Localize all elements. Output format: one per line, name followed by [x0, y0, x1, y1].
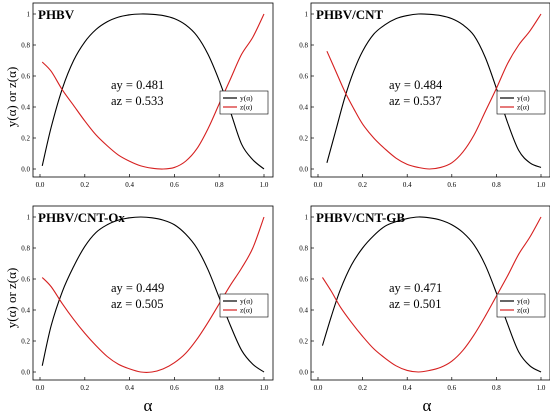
y-tick-label: 1 [305, 10, 309, 18]
legend-label: z(α) [517, 306, 530, 315]
legend-box [496, 293, 546, 318]
panel-title: PHBV/CNT [316, 7, 384, 22]
panel-title: PHBV [38, 7, 75, 22]
y-tick-label: 0.2 [21, 337, 30, 345]
legend-label: y(α) [240, 94, 253, 103]
x-axis-label-left: α [144, 396, 153, 414]
x-tick-label: 0.8 [492, 384, 501, 392]
annotation-ay: ay = 0.449 [111, 281, 164, 295]
y-tick-label: 0.6 [21, 275, 30, 283]
y-tick-label: 0.8 [21, 244, 30, 252]
x-axis-label-right: α [423, 396, 432, 414]
chart-panel-1: 0.0 0.2 0.4 0.6 0.8 1 0.0 0.2 0.4 0.6 0.8 1.0 PHBV ay… [21, 2, 274, 189]
x-tick-label: 0.6 [447, 384, 456, 392]
x-tick-label: 0.0 [36, 181, 45, 189]
x-tick-label: 0.4 [403, 181, 412, 189]
legend-box [219, 90, 269, 115]
legend-label: y(α) [517, 94, 530, 103]
x-tick-label: 0.4 [125, 384, 134, 392]
y-tick-label: 0.6 [299, 72, 308, 80]
y-tick-label: 1 [305, 213, 309, 221]
x-tick-label: 0.6 [170, 384, 179, 392]
y-tick-label: 0.8 [299, 244, 308, 252]
x-tick-label: 0.6 [170, 181, 179, 189]
legend: y(α)z(α) [219, 293, 269, 318]
chart-panels: 0.0 0.2 0.4 0.6 0.8 1 0.0 0.2 0.4 0.6 0.8 1.0 PHBV ay… [21, 2, 550, 392]
x-tick-label: 1.0 [537, 181, 546, 189]
y-axis-label-bottom: y(α) or z(α) [4, 268, 19, 329]
x-tick-label: 0.4 [403, 384, 412, 392]
y-tick-label: 0.4 [21, 306, 30, 314]
panel-title: PHBV/CNT-Ox [38, 210, 125, 225]
x-tick-label: 0.0 [36, 384, 45, 392]
x-tick-label: 0.0 [314, 384, 323, 392]
x-tick-label: 0.2 [80, 181, 89, 189]
annotation-az: az = 0.537 [389, 94, 442, 108]
y-tick-label: 0.2 [299, 337, 308, 345]
annotation-az: az = 0.505 [111, 297, 164, 311]
annotation-ay: ay = 0.484 [389, 78, 443, 92]
plot-frame [310, 205, 550, 381]
x-tick-label: 0.8 [215, 384, 224, 392]
y-tick-label: 1 [27, 213, 31, 221]
x-tick-label: 0.2 [358, 181, 367, 189]
y-tick-label: 0.0 [299, 368, 308, 376]
y-tick-label: 0.8 [299, 41, 308, 49]
legend: y(α)z(α) [219, 90, 269, 115]
x-tick-label: 0.2 [358, 384, 367, 392]
x-tick-label: 1.0 [260, 384, 269, 392]
x-tick-label: 0.6 [447, 181, 456, 189]
x-tick-label: 1.0 [260, 181, 269, 189]
legend-box [496, 90, 546, 115]
legend: y(α)z(α) [496, 293, 546, 318]
series-line-z [41, 216, 265, 373]
plot-frame [32, 205, 274, 381]
chart-panel-4: 0.0 0.2 0.4 0.6 0.8 1 0.0 0.2 0.4 0.6 0.8 1.0 PHBV/C… [299, 205, 550, 392]
panel-title: PHBV/CNT-GB [316, 210, 405, 225]
annotation-ay: ay = 0.471 [389, 281, 442, 295]
x-tick-label: 0.0 [314, 181, 323, 189]
chart-panel-3: 0.0 0.2 0.4 0.6 0.8 1 0.0 0.2 0.4 0.6 0.8 1.0 PHBV/C… [21, 205, 274, 392]
series-line-z [326, 13, 542, 170]
y-tick-label: 0.6 [299, 275, 308, 283]
y-tick-label: 0.6 [21, 72, 30, 80]
y-axis-label-top: y(α) or z(α) [4, 67, 19, 128]
y-tick-label: 0.2 [21, 134, 30, 142]
legend-label: y(α) [240, 297, 253, 306]
x-tick-label: 0.8 [492, 181, 501, 189]
legend-box [219, 293, 269, 318]
y-tick-label: 0.4 [21, 103, 30, 111]
legend-label: z(α) [517, 103, 530, 112]
series-line-y [41, 216, 265, 373]
y-tick-label: 0.2 [299, 134, 308, 142]
legend-label: z(α) [240, 306, 253, 315]
y-tick-label: 0.8 [21, 41, 30, 49]
series-line-z [41, 13, 265, 170]
y-tick-label: 0.0 [299, 165, 308, 173]
annotation-az: az = 0.501 [389, 297, 442, 311]
plot-frame [32, 2, 274, 178]
legend-label: z(α) [240, 103, 253, 112]
x-tick-label: 1.0 [537, 384, 546, 392]
x-tick-label: 0.8 [215, 181, 224, 189]
y-tick-label: 0.4 [299, 103, 308, 111]
chart-panel-2: 0.0 0.2 0.4 0.6 0.8 1 0.0 0.2 0.4 0.6 0.8 1.0 PHBV/C… [299, 2, 550, 189]
plot-frame [310, 2, 550, 178]
legend: y(α)z(α) [496, 90, 546, 115]
series-line-z [321, 216, 542, 373]
x-tick-label: 0.4 [125, 181, 134, 189]
y-tick-label: 0.0 [21, 165, 30, 173]
x-tick-label: 0.2 [80, 384, 89, 392]
annotation-ay: ay = 0.481 [111, 78, 164, 92]
y-tick-label: 0.4 [299, 306, 308, 314]
y-tick-label: 1 [27, 10, 31, 18]
legend-label: y(α) [517, 297, 530, 306]
y-tick-label: 0.0 [21, 368, 30, 376]
annotation-az: az = 0.533 [111, 94, 164, 108]
